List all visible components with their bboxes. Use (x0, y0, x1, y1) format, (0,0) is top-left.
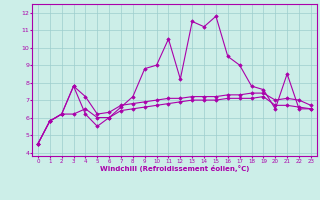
X-axis label: Windchill (Refroidissement éolien,°C): Windchill (Refroidissement éolien,°C) (100, 165, 249, 172)
